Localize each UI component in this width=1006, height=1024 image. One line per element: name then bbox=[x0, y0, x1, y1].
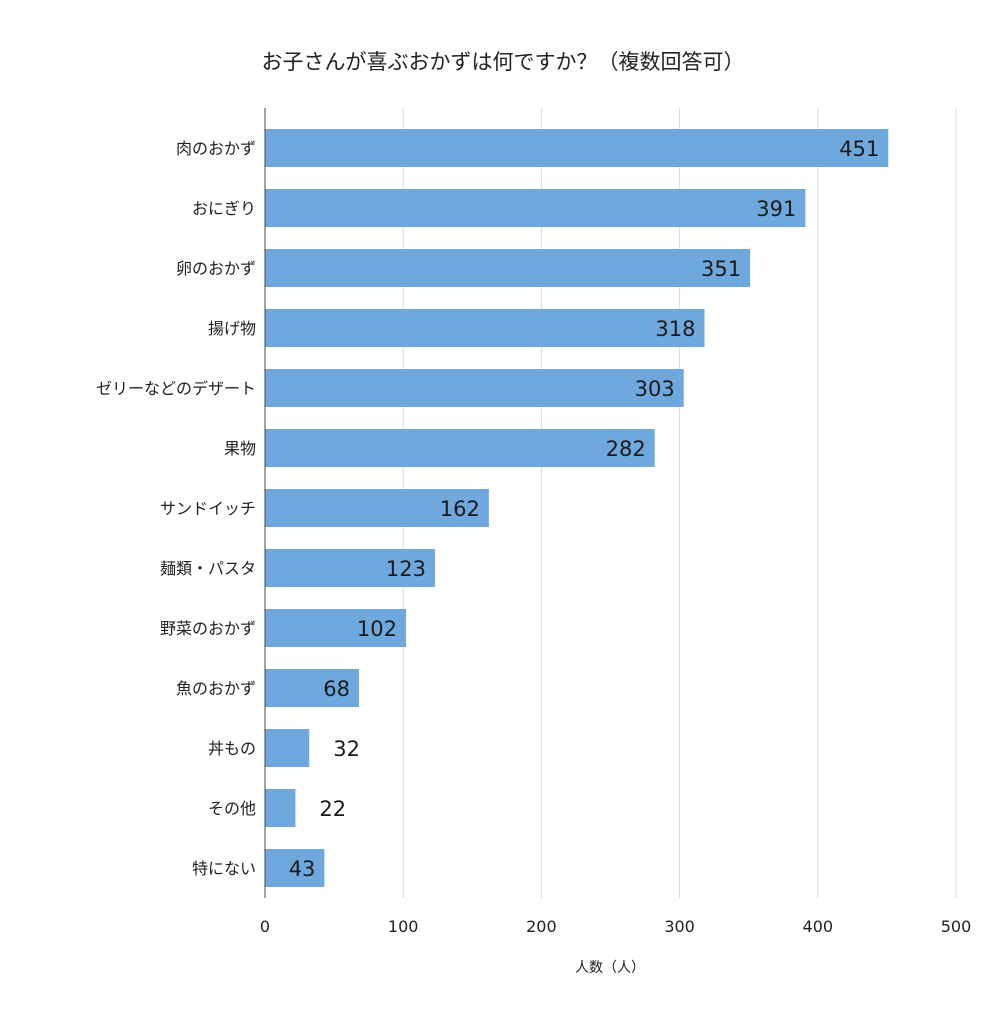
x-tick-label: 100 bbox=[388, 917, 419, 936]
bar-value-label: 391 bbox=[756, 197, 796, 221]
x-tick-label: 200 bbox=[526, 917, 557, 936]
bar bbox=[265, 309, 705, 347]
bar-value-label: 43 bbox=[289, 857, 316, 881]
bar bbox=[265, 789, 296, 827]
category-label: おにぎり bbox=[192, 199, 256, 218]
bar bbox=[265, 369, 684, 407]
category-label: 麺類・パスタ bbox=[160, 559, 256, 578]
x-tick-label: 0 bbox=[260, 917, 270, 936]
bar-value-label: 32 bbox=[333, 737, 360, 761]
bar-value-label: 22 bbox=[319, 797, 346, 821]
category-label: 揚げ物 bbox=[208, 319, 256, 338]
gridlines bbox=[402, 108, 957, 898]
bar bbox=[265, 429, 655, 467]
bar bbox=[265, 849, 325, 887]
bar bbox=[265, 249, 751, 287]
bars: 451 391 351 318 303 282 162 123 102 68 32 22 43 bbox=[265, 129, 889, 887]
x-axis-title: 人数（人） bbox=[575, 960, 645, 976]
chart-title: お子さんが喜ぶおかずは何ですか？（複数回答可） bbox=[262, 50, 745, 74]
category-label: 丼もの bbox=[208, 739, 256, 758]
bar-value-label: 102 bbox=[357, 617, 397, 641]
category-label: 特にない bbox=[192, 859, 256, 878]
x-tick-label: 400 bbox=[803, 917, 834, 936]
bar-value-label: 282 bbox=[606, 437, 646, 461]
bar bbox=[265, 189, 806, 227]
bar-value-label: 123 bbox=[386, 557, 426, 581]
category-label: 野菜のおかず bbox=[160, 619, 256, 638]
category-label: 魚のおかず bbox=[176, 679, 256, 698]
x-tick-label: 500 bbox=[941, 917, 972, 936]
category-label: サンドイッチ bbox=[160, 499, 256, 518]
bar-value-label: 303 bbox=[635, 377, 675, 401]
category-label: ゼリーなどのデザート bbox=[96, 379, 256, 398]
category-label: 肉のおかず bbox=[176, 139, 256, 158]
bar-value-label: 162 bbox=[440, 497, 480, 521]
bar bbox=[265, 729, 310, 767]
bar-value-label: 351 bbox=[701, 257, 741, 281]
bar-value-label: 68 bbox=[323, 677, 350, 701]
bar bbox=[265, 129, 889, 167]
x-tick-label: 300 bbox=[664, 917, 695, 936]
category-labels: 肉のおかずおにぎり卵のおかず揚げ物ゼリーなどのデザート果物サンドイッチ麺類・パス… bbox=[96, 139, 256, 878]
x-axis-ticks: 0 100 200 300 400 500 bbox=[260, 917, 971, 936]
bar bbox=[265, 609, 406, 647]
bar-value-label: 318 bbox=[655, 317, 695, 341]
bar bbox=[265, 669, 359, 707]
category-label: その他 bbox=[208, 799, 256, 818]
bar bbox=[265, 489, 489, 527]
bar-value-label: 451 bbox=[839, 137, 879, 161]
category-label: 卵のおかず bbox=[176, 259, 256, 278]
category-label: 果物 bbox=[224, 439, 256, 458]
bar bbox=[265, 549, 435, 587]
